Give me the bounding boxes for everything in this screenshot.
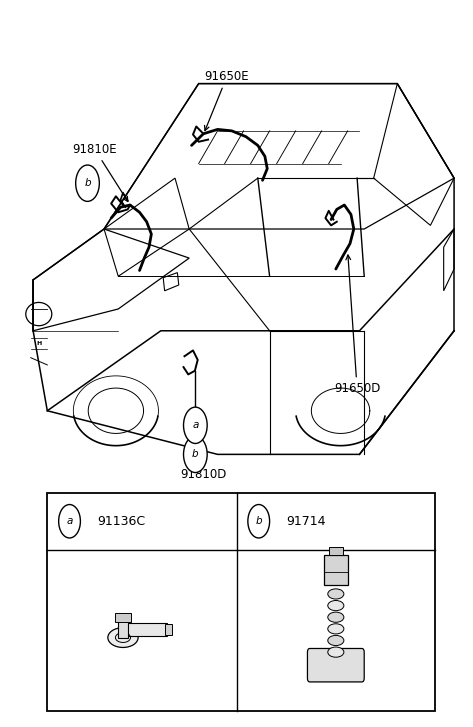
Ellipse shape [328, 612, 344, 622]
Text: a: a [192, 420, 199, 430]
Text: b: b [192, 449, 199, 459]
Circle shape [184, 436, 207, 473]
Bar [115, 613, 131, 622]
Text: 91810E: 91810E [72, 142, 128, 201]
Text: 91810D: 91810D [180, 467, 227, 481]
Bar [329, 547, 343, 555]
Bar [127, 623, 167, 636]
Ellipse shape [108, 627, 138, 648]
Bar [324, 555, 348, 585]
Ellipse shape [328, 624, 344, 634]
Text: H: H [36, 341, 42, 345]
Text: b: b [84, 178, 91, 188]
Bar [165, 624, 172, 635]
Ellipse shape [328, 589, 344, 599]
Text: 91136C: 91136C [97, 515, 145, 528]
Bar [118, 617, 128, 638]
Text: 91714: 91714 [286, 515, 326, 528]
Ellipse shape [328, 647, 344, 657]
Ellipse shape [328, 601, 344, 611]
Ellipse shape [328, 635, 344, 646]
Text: a: a [66, 516, 73, 526]
FancyBboxPatch shape [307, 648, 364, 682]
Circle shape [248, 505, 270, 538]
Text: 91650D: 91650D [334, 255, 380, 395]
Bar [47, 493, 435, 711]
Circle shape [184, 407, 207, 443]
Polygon shape [163, 273, 179, 291]
Text: 91650E: 91650E [204, 70, 249, 131]
Circle shape [76, 165, 99, 201]
Circle shape [59, 505, 80, 538]
Text: b: b [255, 516, 262, 526]
